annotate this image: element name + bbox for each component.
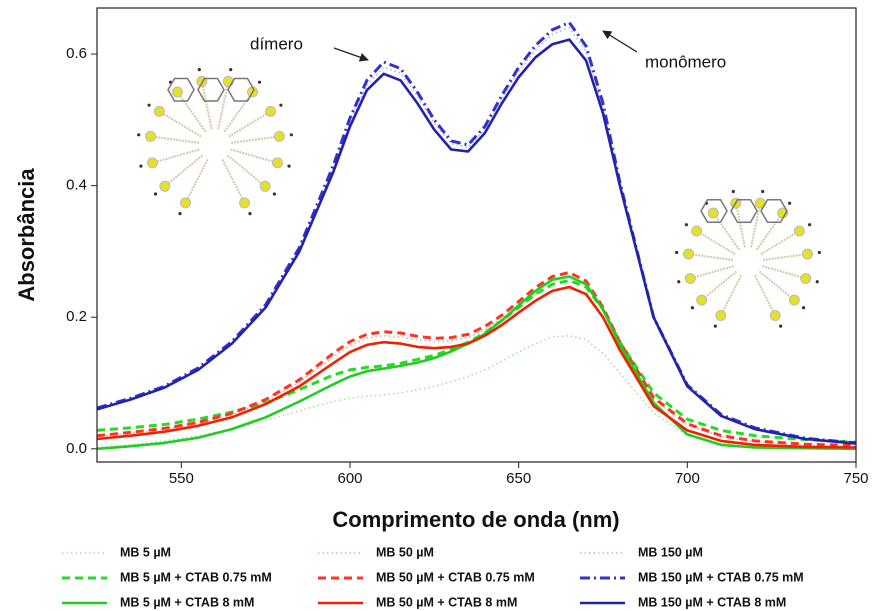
surfactant-head [685,273,695,283]
counter-ion [229,68,232,71]
counter-ion [677,280,680,283]
surfactant-head [223,76,233,86]
counter-ion [732,190,735,193]
legend-label: MB 150 µM + CTAB 0.75 mM [638,570,804,584]
surfactant-head [716,310,726,320]
y-axis-label: Absorbância [14,168,39,302]
surfactant-tail [763,254,808,260]
surfactant-head [273,158,283,168]
surfactant-tail [185,159,207,202]
legend-label: MB 5 µM + CTAB 8 mM [120,595,254,609]
counter-ion [714,325,717,328]
counter-ion [675,251,678,254]
x-tick-label: 600 [337,470,362,487]
counter-ion [685,223,688,226]
surfactant-head [180,198,190,208]
series-line [97,23,856,443]
counter-ion [273,192,276,195]
surfactant-head [789,295,799,305]
mb-ring [731,200,757,223]
series-line [97,40,856,444]
counter-ion [290,133,293,136]
legend-label: MB 150 µM [638,545,703,559]
x-axis-label: Comprimento de onda (nm) [332,507,619,532]
counter-ion [178,212,181,215]
surfactant-head [697,295,707,305]
counter-ion [137,133,140,136]
surfactant-head [147,158,157,168]
surfactant-head [160,181,170,191]
counter-ion [258,81,261,84]
annotation-arrow [334,48,368,60]
surfactant-head [260,181,270,191]
mb-ring [198,78,224,101]
legend-label: MB 50 µM + CTAB 8 mM [376,595,517,609]
chart: 550 600 650 700 750 0.0 0.2 0.4 0.6 Comprimento … [0,0,878,611]
surfactant-head [684,249,694,259]
surfactant-tail [762,266,805,278]
legend-label: MB 150 µM + CTAB 8 mM [638,595,786,609]
surfactant-head [274,131,284,141]
counter-ion [779,325,782,328]
surfactant-head [266,106,276,116]
surfactant-tail [222,159,244,202]
annotation-arrow [603,31,637,52]
surfactant-head [146,131,156,141]
surfactant-tail [231,149,278,162]
surfactant-head [240,198,250,208]
x-tick-label: 550 [169,470,194,487]
series-line [97,336,856,449]
counter-ion [788,202,791,205]
surfactant-head [794,226,804,236]
surfactant-head [154,106,164,116]
plot-area: 550 600 650 700 750 0.0 0.2 0.4 0.6 [66,23,868,487]
legend: MB 5 µM MB 50 µM MB 150 µM MB 5 µM + CTAB 0… [62,545,804,609]
surfactant-tail [151,136,199,142]
surfactant-head [802,249,812,259]
y-tick-label: 0.2 [66,308,87,325]
counter-ion [808,223,811,226]
counter-ion [691,306,694,309]
surfactant-head [708,208,718,218]
counter-ion [198,68,201,71]
micelle-illustrations [137,68,821,328]
legend-label: MB 5 µM + CTAB 0.75 mM [120,570,272,584]
x-tick-label: 750 [843,470,868,487]
counter-ion [816,280,819,283]
surfactant-tail [202,81,212,129]
counter-ion [279,104,282,107]
counter-ion [818,251,821,254]
counter-ion [761,190,764,193]
surfactant-head [172,87,182,97]
counter-ion [802,306,805,309]
surfactant-head [692,226,702,236]
surfactant-tail [231,136,279,142]
counter-ion [248,212,251,215]
surfactant-head [801,273,811,283]
series-group [97,23,856,449]
surfactant-tail [690,266,733,278]
surfactant-tail [736,203,745,247]
legend-label: MB 5 µM [120,545,171,559]
legend-label: MB 50 µM [376,545,434,559]
surfactant-tail [757,213,783,250]
y-tick-label: 0.0 [66,440,87,457]
surfactant-tail [689,254,734,260]
legend-label: MB 50 µM + CTAB 0.75 mM [376,570,535,584]
counter-ion [287,165,290,168]
x-tick-label: 650 [506,470,531,487]
counter-ion [154,192,157,195]
y-tick-label: 0.4 [66,177,87,194]
counter-ion [139,165,142,168]
annotation: monômero [645,52,726,71]
y-tick-label: 0.6 [66,45,87,62]
series-line [97,28,856,444]
x-tick-label: 700 [675,470,700,487]
surfactant-head [770,310,780,320]
surfactant-tail [152,149,199,162]
annotation: dímero [250,34,303,53]
counter-ion [148,104,151,107]
